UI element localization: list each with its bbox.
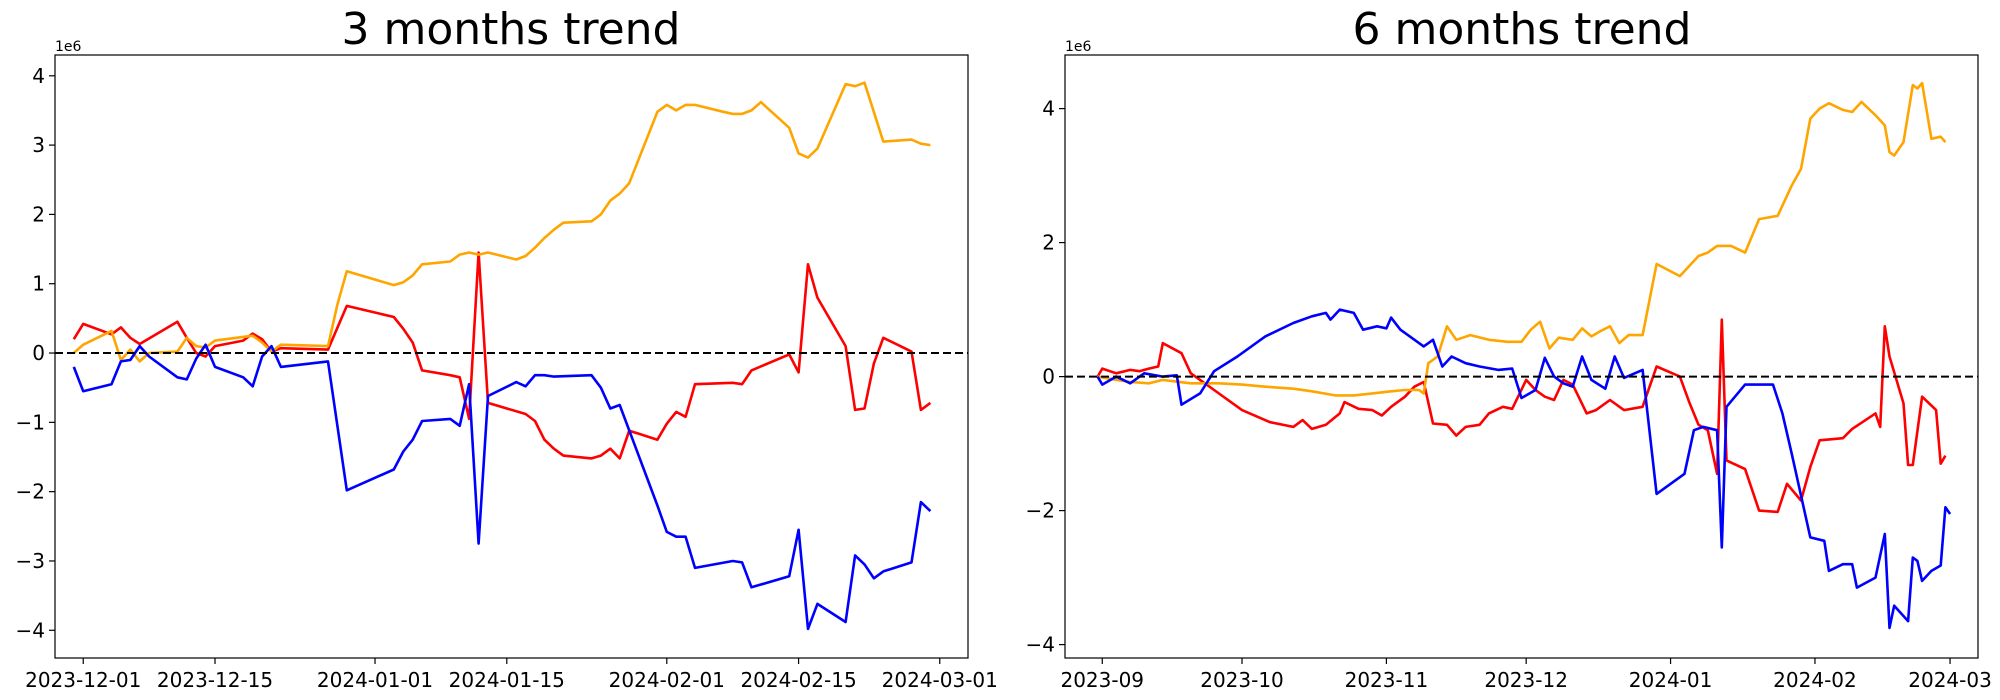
x-tick-label: 2024-01-15 [449,668,565,692]
y-tick-label: −2 [1026,499,1055,523]
x-tick-label: 2023-12-01 [25,668,141,692]
y-tick-label: −2 [16,480,45,504]
y-multiplier-label: 1e6 [55,39,82,55]
y-multiplier-label: 1e6 [1065,39,1092,55]
series-line-red [72,251,932,460]
x-tick-label: 2024-01 [1629,668,1713,692]
series-line-blue [1096,308,1952,630]
x-tick-label: 2024-02-15 [740,668,856,692]
x-tick-label: 2024-03 [1908,668,1992,692]
series-line-red [1096,318,1947,514]
plot-area [1065,81,1978,630]
x-tick-label: 2023-12 [1484,668,1568,692]
x-tick-label: 2024-01-01 [317,668,433,692]
y-tick-label: −1 [16,410,45,434]
series-line-blue [72,343,932,631]
y-tick-label: 0 [1042,365,1055,389]
x-tick-label: 2023-12-15 [157,668,273,692]
y-tick-label: −4 [1026,633,1055,657]
y-tick-label: 3 [32,133,45,157]
plot-frame [1064,54,1979,659]
y-tick-label: 1 [32,272,45,296]
y-tick-label: 2 [32,202,45,226]
chart-title: 3 months trend [342,4,681,55]
x-tick-label: 2023-09 [1060,668,1144,692]
y-tick-label: −3 [16,549,45,573]
chart-title: 6 months trend [1353,4,1692,55]
y-tick-label: 0 [32,341,45,365]
x-tick-label: 2024-02-01 [609,668,725,692]
plot-area [55,81,968,631]
x-tick-label: 2024-03-01 [882,668,998,692]
x-tick-label: 2023-10 [1200,668,1284,692]
x-tick-label: 2024-02 [1773,668,1857,692]
plot-frame [54,54,969,659]
series-line-orange [1097,81,1947,397]
y-tick-label: 4 [32,64,45,88]
x-tick-label: 2023-11 [1345,668,1429,692]
y-tick-label: 2 [1042,231,1055,255]
y-tick-label: −4 [16,618,45,642]
y-tick-label: 4 [1042,97,1055,121]
chart-6-months: 6 months trend 1e6 2023-09 2023-10 2023-11… [1026,4,1992,692]
chart-3-months: 3 months trend 1e6 2023-12-01 2023-12-15 2… [16,4,998,692]
